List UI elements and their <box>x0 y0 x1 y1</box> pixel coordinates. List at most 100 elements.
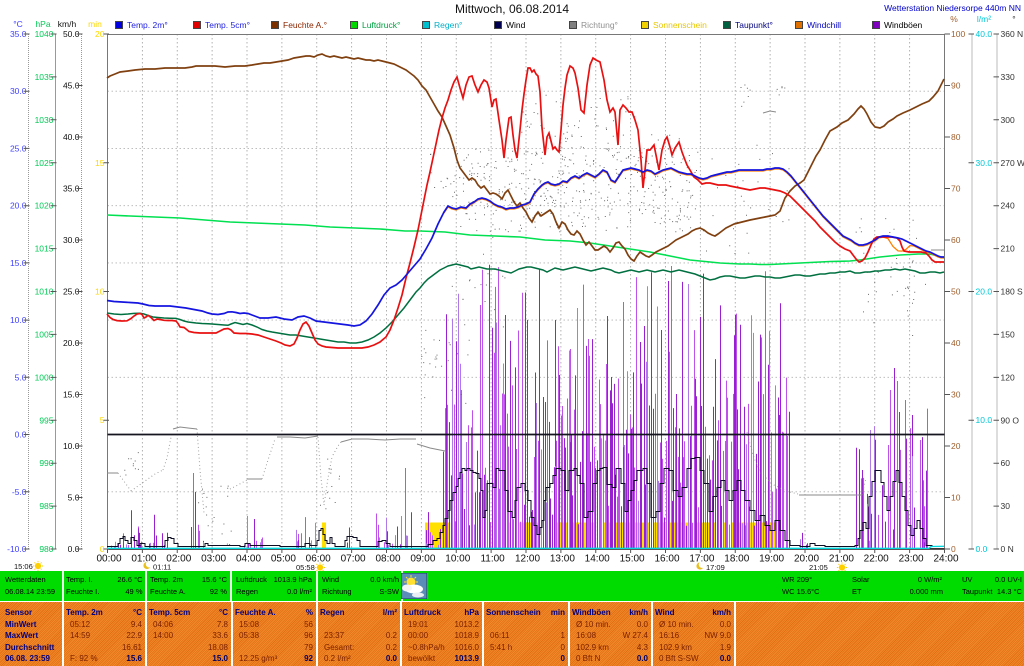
svg-text:km/h: km/h <box>58 19 77 29</box>
svg-text:15:06: 15:06 <box>14 562 33 571</box>
svg-text:19:00: 19:00 <box>759 554 784 565</box>
svg-text:10.0: 10.0 <box>63 441 80 451</box>
svg-text:1020: 1020 <box>35 201 54 211</box>
svg-text:20: 20 <box>951 441 961 451</box>
svg-text:14:00: 14:00 <box>585 554 610 565</box>
svg-text:50: 50 <box>951 287 961 297</box>
svg-text:°: ° <box>1012 14 1015 24</box>
svg-text:08:00: 08:00 <box>375 554 400 565</box>
svg-text:04:00: 04:00 <box>236 554 261 565</box>
svg-text:06:00: 06:00 <box>306 554 331 565</box>
svg-text:°C: °C <box>13 19 23 29</box>
svg-text:-10.0: -10.0 <box>7 544 27 554</box>
svg-text:210: 210 <box>1001 244 1015 254</box>
svg-text:15.0: 15.0 <box>10 258 27 268</box>
svg-text:22:00: 22:00 <box>864 554 889 565</box>
svg-text:12:00: 12:00 <box>515 554 540 565</box>
svg-text:100: 100 <box>951 29 965 39</box>
svg-text:1025: 1025 <box>35 158 54 168</box>
svg-text:1040: 1040 <box>35 29 54 39</box>
svg-text:30.0: 30.0 <box>10 86 27 96</box>
svg-text:0.0: 0.0 <box>15 430 27 440</box>
svg-text:21:05: 21:05 <box>809 563 828 572</box>
svg-text:15:00: 15:00 <box>620 554 645 565</box>
svg-text:40.0: 40.0 <box>63 132 80 142</box>
svg-text:05:58: 05:58 <box>296 563 315 572</box>
svg-text:10.0: 10.0 <box>10 315 27 325</box>
svg-text:980: 980 <box>39 544 53 554</box>
svg-text:1000: 1000 <box>35 372 54 382</box>
svg-text:150: 150 <box>1001 329 1015 339</box>
svg-text:5.0: 5.0 <box>15 372 27 382</box>
svg-text:1030: 1030 <box>35 115 54 125</box>
svg-text:l/m²: l/m² <box>977 14 991 24</box>
svg-text:30: 30 <box>951 390 961 400</box>
svg-text:20.0: 20.0 <box>63 338 80 348</box>
svg-text:10: 10 <box>951 493 961 503</box>
svg-text:40.0: 40.0 <box>976 29 993 39</box>
svg-text:40: 40 <box>951 338 961 348</box>
svg-text:360 N: 360 N <box>1001 29 1024 39</box>
svg-text:17:00: 17:00 <box>689 554 714 565</box>
svg-text:hPa: hPa <box>35 19 50 29</box>
svg-text:1015: 1015 <box>35 244 54 254</box>
svg-text:1005: 1005 <box>35 329 54 339</box>
svg-text:23:00: 23:00 <box>899 554 924 565</box>
svg-text:180 S: 180 S <box>1001 287 1024 297</box>
svg-text:60: 60 <box>1001 458 1011 468</box>
svg-text:1035: 1035 <box>35 72 54 82</box>
svg-text:5: 5 <box>100 415 105 425</box>
svg-text:5.0: 5.0 <box>68 493 80 503</box>
svg-text:10: 10 <box>95 287 105 297</box>
svg-text:35.0: 35.0 <box>10 29 27 39</box>
svg-text:120: 120 <box>1001 372 1015 382</box>
svg-text:0: 0 <box>100 544 105 554</box>
svg-text:11:00: 11:00 <box>480 554 505 565</box>
svg-text:240: 240 <box>1001 201 1015 211</box>
svg-text:18:00: 18:00 <box>724 554 749 565</box>
svg-text:25.0: 25.0 <box>63 287 80 297</box>
svg-text:0.0: 0.0 <box>68 544 80 554</box>
svg-text:01:11: 01:11 <box>153 563 171 572</box>
svg-text:00:00: 00:00 <box>96 554 121 565</box>
svg-text:45.0: 45.0 <box>63 81 80 91</box>
svg-text:02:00: 02:00 <box>166 554 191 565</box>
svg-text:995: 995 <box>39 415 53 425</box>
svg-text:09:00: 09:00 <box>410 554 435 565</box>
svg-text:0: 0 <box>951 544 956 554</box>
svg-text:90: 90 <box>951 81 961 91</box>
svg-text:30.0: 30.0 <box>63 235 80 245</box>
svg-text:-5.0: -5.0 <box>12 487 27 497</box>
svg-text:60: 60 <box>951 235 961 245</box>
svg-text:10:00: 10:00 <box>445 554 470 565</box>
svg-text:90 O: 90 O <box>1001 415 1020 425</box>
svg-text:20.0: 20.0 <box>10 201 27 211</box>
svg-text:35.0: 35.0 <box>63 184 80 194</box>
svg-text:01:00: 01:00 <box>131 554 156 565</box>
svg-text:990: 990 <box>39 458 53 468</box>
svg-text:%: % <box>950 14 958 24</box>
svg-text:0.0: 0.0 <box>976 544 988 554</box>
svg-text:30: 30 <box>1001 501 1011 511</box>
svg-text:20:00: 20:00 <box>794 554 819 565</box>
svg-text:20: 20 <box>95 29 105 39</box>
svg-text:17:09: 17:09 <box>706 563 725 572</box>
svg-text:0 N: 0 N <box>1001 544 1014 554</box>
svg-text:270 W: 270 W <box>1001 158 1024 168</box>
svg-text:20.0: 20.0 <box>976 287 993 297</box>
svg-text:16:00: 16:00 <box>654 554 679 565</box>
svg-text:50.0: 50.0 <box>63 29 80 39</box>
svg-text:1010: 1010 <box>35 287 54 297</box>
svg-text:25.0: 25.0 <box>10 143 27 153</box>
svg-text:985: 985 <box>39 501 53 511</box>
svg-text:24:00: 24:00 <box>933 554 958 565</box>
svg-text:80: 80 <box>951 132 961 142</box>
svg-text:15: 15 <box>95 158 105 168</box>
svg-text:07:00: 07:00 <box>341 554 366 565</box>
svg-text:05:00: 05:00 <box>271 554 296 565</box>
svg-text:30.0: 30.0 <box>976 158 993 168</box>
svg-text:21:00: 21:00 <box>829 554 854 565</box>
svg-text:330: 330 <box>1001 72 1015 82</box>
svg-text:70: 70 <box>951 184 961 194</box>
svg-text:10.0: 10.0 <box>976 415 993 425</box>
